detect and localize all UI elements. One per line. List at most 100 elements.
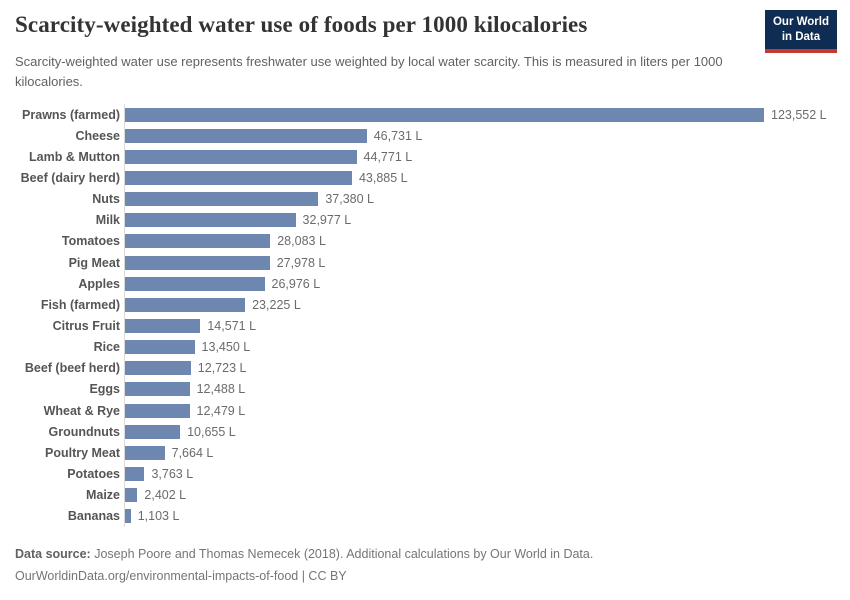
category-label: Citrus Fruit bbox=[52, 318, 120, 333]
value-label: 12,488 L bbox=[196, 382, 246, 397]
citation-line: OurWorldinData.org/environmental-impacts… bbox=[15, 568, 347, 583]
bar-row: Milk 32,977 L bbox=[15, 209, 835, 231]
bar bbox=[125, 128, 367, 143]
bar-track: 12,488 L bbox=[124, 378, 835, 400]
category-label: Tomatoes bbox=[61, 234, 120, 249]
owid-logo-line1: Our World bbox=[772, 16, 829, 28]
category-label: Beef (beef herd) bbox=[24, 361, 120, 376]
value-label: 28,083 L bbox=[277, 234, 326, 249]
bar-track: 46,731 L bbox=[124, 125, 835, 147]
bar-row: Tomatoes 28,083 L bbox=[15, 230, 835, 252]
category-label: Apples bbox=[78, 276, 120, 291]
bar bbox=[125, 192, 319, 207]
bar bbox=[125, 509, 131, 524]
value-label: 27,978 L bbox=[276, 255, 326, 270]
bar-row: Citrus Fruit 14,571 L bbox=[15, 315, 835, 337]
bar bbox=[125, 424, 181, 439]
bar bbox=[125, 403, 190, 418]
category-label: Eggs bbox=[89, 382, 120, 397]
value-label: 23,225 L bbox=[252, 297, 301, 312]
bar-track: 1,103 L bbox=[124, 505, 835, 527]
category-label: Fish (farmed) bbox=[40, 297, 120, 312]
bar-row: Beef (beef herd) 12,723 L bbox=[15, 357, 835, 379]
value-label: 7,664 L bbox=[171, 445, 214, 460]
bar-track: 37,380 L bbox=[124, 188, 835, 210]
value-label: 32,977 L bbox=[302, 213, 352, 228]
bar-track: 13,450 L bbox=[124, 336, 835, 358]
bar bbox=[125, 276, 265, 291]
value-label: 12,723 L bbox=[197, 361, 247, 376]
category-label: Potatoes bbox=[67, 466, 120, 481]
category-label: Lamb & Mutton bbox=[29, 149, 120, 164]
bar-track: 123,552 L bbox=[124, 104, 835, 126]
category-label: Cheese bbox=[75, 128, 120, 143]
category-label: Poultry Meat bbox=[44, 445, 120, 460]
bar-row: Eggs 12,488 L bbox=[15, 378, 835, 400]
chart-subtitle: Scarcity-weighted water use represents f… bbox=[15, 54, 723, 90]
bar-row: Potatoes 3,763 L bbox=[15, 463, 835, 485]
category-label: Prawns (farmed) bbox=[22, 107, 120, 122]
bar-row: Pig Meat 27,978 L bbox=[15, 251, 835, 274]
bar bbox=[125, 445, 165, 460]
category-label: Rice bbox=[93, 340, 120, 355]
bar-track: 14,571 L bbox=[124, 315, 835, 337]
value-label: 12,479 L bbox=[196, 403, 246, 418]
bar-track: 28,083 L bbox=[124, 230, 835, 252]
bar-row: Cheese 46,731 L bbox=[15, 125, 835, 147]
page-title: Scarcity-weighted water use of foods per… bbox=[15, 12, 588, 37]
category-label: Milk bbox=[95, 213, 120, 228]
bar-row: Beef (dairy herd) 43,885 L bbox=[15, 167, 835, 189]
category-label: Wheat & Rye bbox=[43, 403, 120, 418]
bar-row: Bananas 1,103 L bbox=[15, 505, 835, 527]
bar-row: Lamb & Mutton 44,771 L bbox=[15, 146, 835, 168]
bar-track: 3,763 L bbox=[124, 463, 835, 485]
bar-row: Rice 13,450 L bbox=[15, 336, 835, 358]
value-label: 37,380 L bbox=[325, 192, 374, 207]
bar-row: Groundnuts 10,655 L bbox=[15, 421, 835, 443]
data-source-line: Data source: Joseph Poore and Thomas Nem… bbox=[15, 544, 593, 566]
bar bbox=[125, 213, 296, 228]
data-source-text: Joseph Poore and Thomas Nemecek (2018). … bbox=[90, 547, 594, 561]
bar-row: Poultry Meat 7,664 L bbox=[15, 442, 835, 464]
value-label: 14,571 L bbox=[207, 318, 257, 333]
bar-track: 32,977 L bbox=[124, 209, 835, 231]
category-label: Groundnuts bbox=[48, 424, 120, 439]
bar bbox=[125, 297, 246, 312]
value-label: 13,450 L bbox=[201, 340, 251, 355]
bar-row: Apples 26,976 L bbox=[15, 273, 835, 295]
category-label: Nuts bbox=[92, 192, 120, 207]
value-label: 1,103 L bbox=[137, 509, 180, 524]
bar-track: 12,723 L bbox=[124, 357, 835, 379]
bar-chart: Prawns (farmed) 123,552 L Cheese 46,731 L La… bbox=[15, 104, 835, 527]
owid-logo: Our World in Data bbox=[764, 10, 837, 53]
category-label: Bananas bbox=[67, 509, 120, 524]
bar-row: Prawns (farmed) 123,552 L bbox=[15, 104, 835, 126]
bar bbox=[125, 382, 190, 397]
value-label: 44,771 L bbox=[363, 149, 413, 164]
bar-track: 7,664 L bbox=[124, 442, 835, 464]
value-label: 43,885 L bbox=[358, 170, 408, 185]
value-label: 46,731 L bbox=[373, 128, 423, 143]
bar-track: 23,225 L bbox=[124, 294, 835, 316]
bar-track: 10,655 L bbox=[124, 421, 835, 443]
bar bbox=[125, 340, 195, 355]
bar-track: 26,976 L bbox=[124, 273, 835, 295]
category-label: Beef (dairy herd) bbox=[20, 170, 120, 185]
bar-track: 2,402 L bbox=[124, 484, 835, 506]
bar-track: 43,885 L bbox=[124, 167, 835, 189]
bar bbox=[125, 488, 138, 503]
bar bbox=[125, 318, 201, 333]
chart-footer: Data source: Joseph Poore and Thomas Nem… bbox=[15, 544, 593, 588]
value-label: 26,976 L bbox=[271, 276, 321, 291]
bar bbox=[125, 170, 352, 185]
value-label: 123,552 L bbox=[771, 107, 827, 122]
bar-row: Wheat & Rye 12,479 L bbox=[15, 399, 835, 422]
category-label: Pig Meat bbox=[68, 255, 120, 270]
bar-row: Fish (farmed) 23,225 L bbox=[15, 294, 835, 316]
bar bbox=[125, 255, 270, 270]
bar bbox=[125, 361, 191, 376]
bar-track: 27,978 L bbox=[124, 251, 835, 274]
bar-track: 12,479 L bbox=[124, 399, 835, 422]
bar-row: Nuts 37,380 L bbox=[15, 188, 835, 210]
